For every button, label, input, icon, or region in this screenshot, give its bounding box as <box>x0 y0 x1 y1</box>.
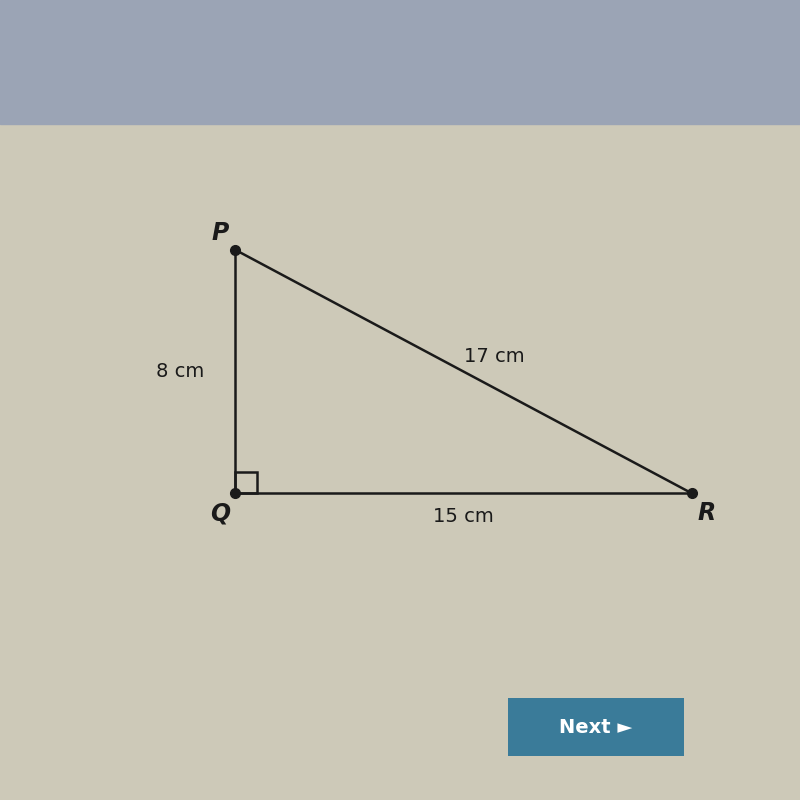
Text: 8 cm: 8 cm <box>157 362 205 381</box>
Text: P: P <box>211 221 229 245</box>
Text: Q: Q <box>210 501 230 525</box>
Bar <box>235 472 257 494</box>
Text: 17 cm: 17 cm <box>464 347 524 366</box>
Text: 15 cm: 15 cm <box>434 506 494 526</box>
Text: Next ►: Next ► <box>559 718 633 737</box>
Text: R: R <box>698 501 716 525</box>
